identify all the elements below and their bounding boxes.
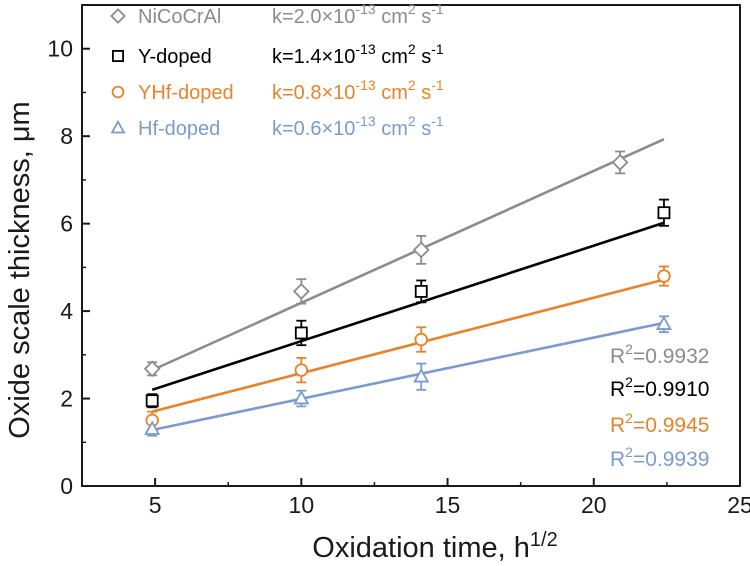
- fit-line: [151, 138, 665, 372]
- fit-line: [151, 221, 665, 392]
- rate-constant-part: cm: [376, 82, 408, 104]
- x-tick-label: 10: [289, 492, 315, 518]
- triangle-marker: [655, 315, 672, 330]
- r-squared-part: =0.9910: [633, 378, 710, 401]
- triangle-marker: [144, 420, 161, 435]
- circle-marker: [294, 363, 309, 377]
- rate-constant-part: k=0.6×10: [272, 118, 355, 140]
- rate-constant-label: k=2.0×10-13 cm2 s-1: [272, 1, 444, 28]
- legend-label: Y-doped: [138, 46, 212, 68]
- r-squared-part: 2: [625, 444, 633, 460]
- diamond-marker: [110, 8, 126, 24]
- rate-constant-part: s: [416, 82, 432, 104]
- circle-marker: [111, 85, 125, 99]
- triangle-marker: [293, 389, 310, 405]
- rate-constant-part: -13: [355, 77, 375, 93]
- rate-constant-label: k=1.4×10-13 cm2 s-1: [272, 41, 444, 68]
- x-tick-label: 5: [149, 492, 162, 518]
- rate-constant-part: -1: [431, 1, 444, 17]
- r-squared-part: R: [610, 414, 625, 437]
- rate-constant-part: s: [416, 46, 432, 68]
- rate-constant-part: -13: [355, 113, 375, 129]
- rate-constant-part: cm: [376, 118, 408, 140]
- rate-constant-part: -1: [431, 77, 444, 93]
- x-axis-title: Oxidation time, h1/2: [312, 529, 557, 564]
- rate-constant-part: k=2.0×10: [272, 6, 355, 28]
- rate-constant-part: s: [416, 6, 432, 28]
- rate-constant-part: 2: [408, 113, 416, 129]
- square-marker: [657, 206, 671, 220]
- rate-constant-part: -13: [355, 1, 375, 17]
- legend-label: YHf-doped: [138, 82, 234, 104]
- diamond-marker: [412, 241, 430, 259]
- r-squared-part: 2: [625, 410, 633, 426]
- r-squared-part: R: [610, 345, 625, 368]
- diamond-marker: [292, 282, 310, 300]
- x-tick-label: 15: [435, 492, 461, 518]
- rate-constant-part: -1: [431, 113, 444, 129]
- rate-constant-part: s: [416, 118, 432, 140]
- y-tick-label: 6: [60, 211, 73, 237]
- x-tick-label: 25: [727, 492, 750, 518]
- r-squared-label: R2=0.9939: [610, 444, 709, 471]
- rate-constant-part: cm: [376, 46, 408, 68]
- r-squared-part: R: [610, 448, 625, 471]
- legend-label: Hf-doped: [138, 118, 220, 140]
- r-squared-part: =0.9945: [633, 414, 710, 437]
- y-tick-label: 10: [47, 36, 73, 62]
- r-squared-part: 2: [625, 341, 633, 357]
- diamond-marker: [143, 360, 161, 378]
- axis-ticks: 5 10 15 20 25 0 2 4 6 8 10: [47, 36, 750, 518]
- rate-constant-part: k=1.4×10: [272, 46, 355, 68]
- square-marker: [414, 284, 428, 298]
- rate-constant-part: k=0.8×10: [272, 82, 355, 104]
- r-squared-part: =0.9932: [633, 345, 710, 368]
- legend-label: NiCoCrAl: [138, 6, 221, 28]
- square-marker: [145, 394, 159, 408]
- diamond-marker: [611, 153, 629, 171]
- fit-line: [151, 321, 665, 432]
- rate-constant-part: -1: [431, 41, 444, 57]
- square-marker: [112, 50, 125, 63]
- fit-lines: [151, 138, 665, 432]
- rate-constant-part: 2: [408, 77, 416, 93]
- r-squared-label: R2=0.9932: [610, 341, 709, 368]
- rate-constant-part: cm: [376, 6, 408, 28]
- y-tick-label: 2: [60, 386, 73, 412]
- r-squared-label: R2=0.9910: [610, 374, 709, 401]
- triangle-marker: [110, 119, 126, 134]
- circle-marker: [657, 269, 671, 283]
- y-axis-title: Oxide scale thickness, μm: [4, 101, 36, 438]
- rate-constant-label: k=0.6×10-13 cm2 s-1: [272, 113, 444, 140]
- r-squared-part: R: [610, 378, 625, 401]
- r-squared-part: 2: [625, 374, 633, 390]
- legend: NiCoCrAl k=2.0×10-13 cm2 s-1Y-doped k=1.4×…: [110, 1, 444, 140]
- fit-line: [151, 278, 665, 413]
- rate-constant-part: 2: [408, 41, 416, 57]
- y-tick-label: 4: [60, 298, 73, 324]
- rate-constant-label: k=0.8×10-13 cm2 s-1: [272, 77, 444, 104]
- r-squared-label: R2=0.9945: [610, 410, 709, 437]
- rate-constant-part: 2: [408, 1, 416, 17]
- square-marker: [294, 326, 308, 340]
- plot-frame: [81, 4, 741, 487]
- data-markers: [143, 153, 672, 435]
- y-tick-label: 0: [60, 473, 73, 499]
- y-tick-label: 8: [60, 123, 73, 149]
- triangle-marker: [413, 368, 430, 383]
- x-tick-label: 20: [581, 492, 607, 518]
- r-squared-part: =0.9939: [633, 448, 710, 471]
- circle-marker: [414, 332, 428, 347]
- plot-border: [81, 4, 741, 487]
- rate-constant-part: -13: [355, 41, 375, 57]
